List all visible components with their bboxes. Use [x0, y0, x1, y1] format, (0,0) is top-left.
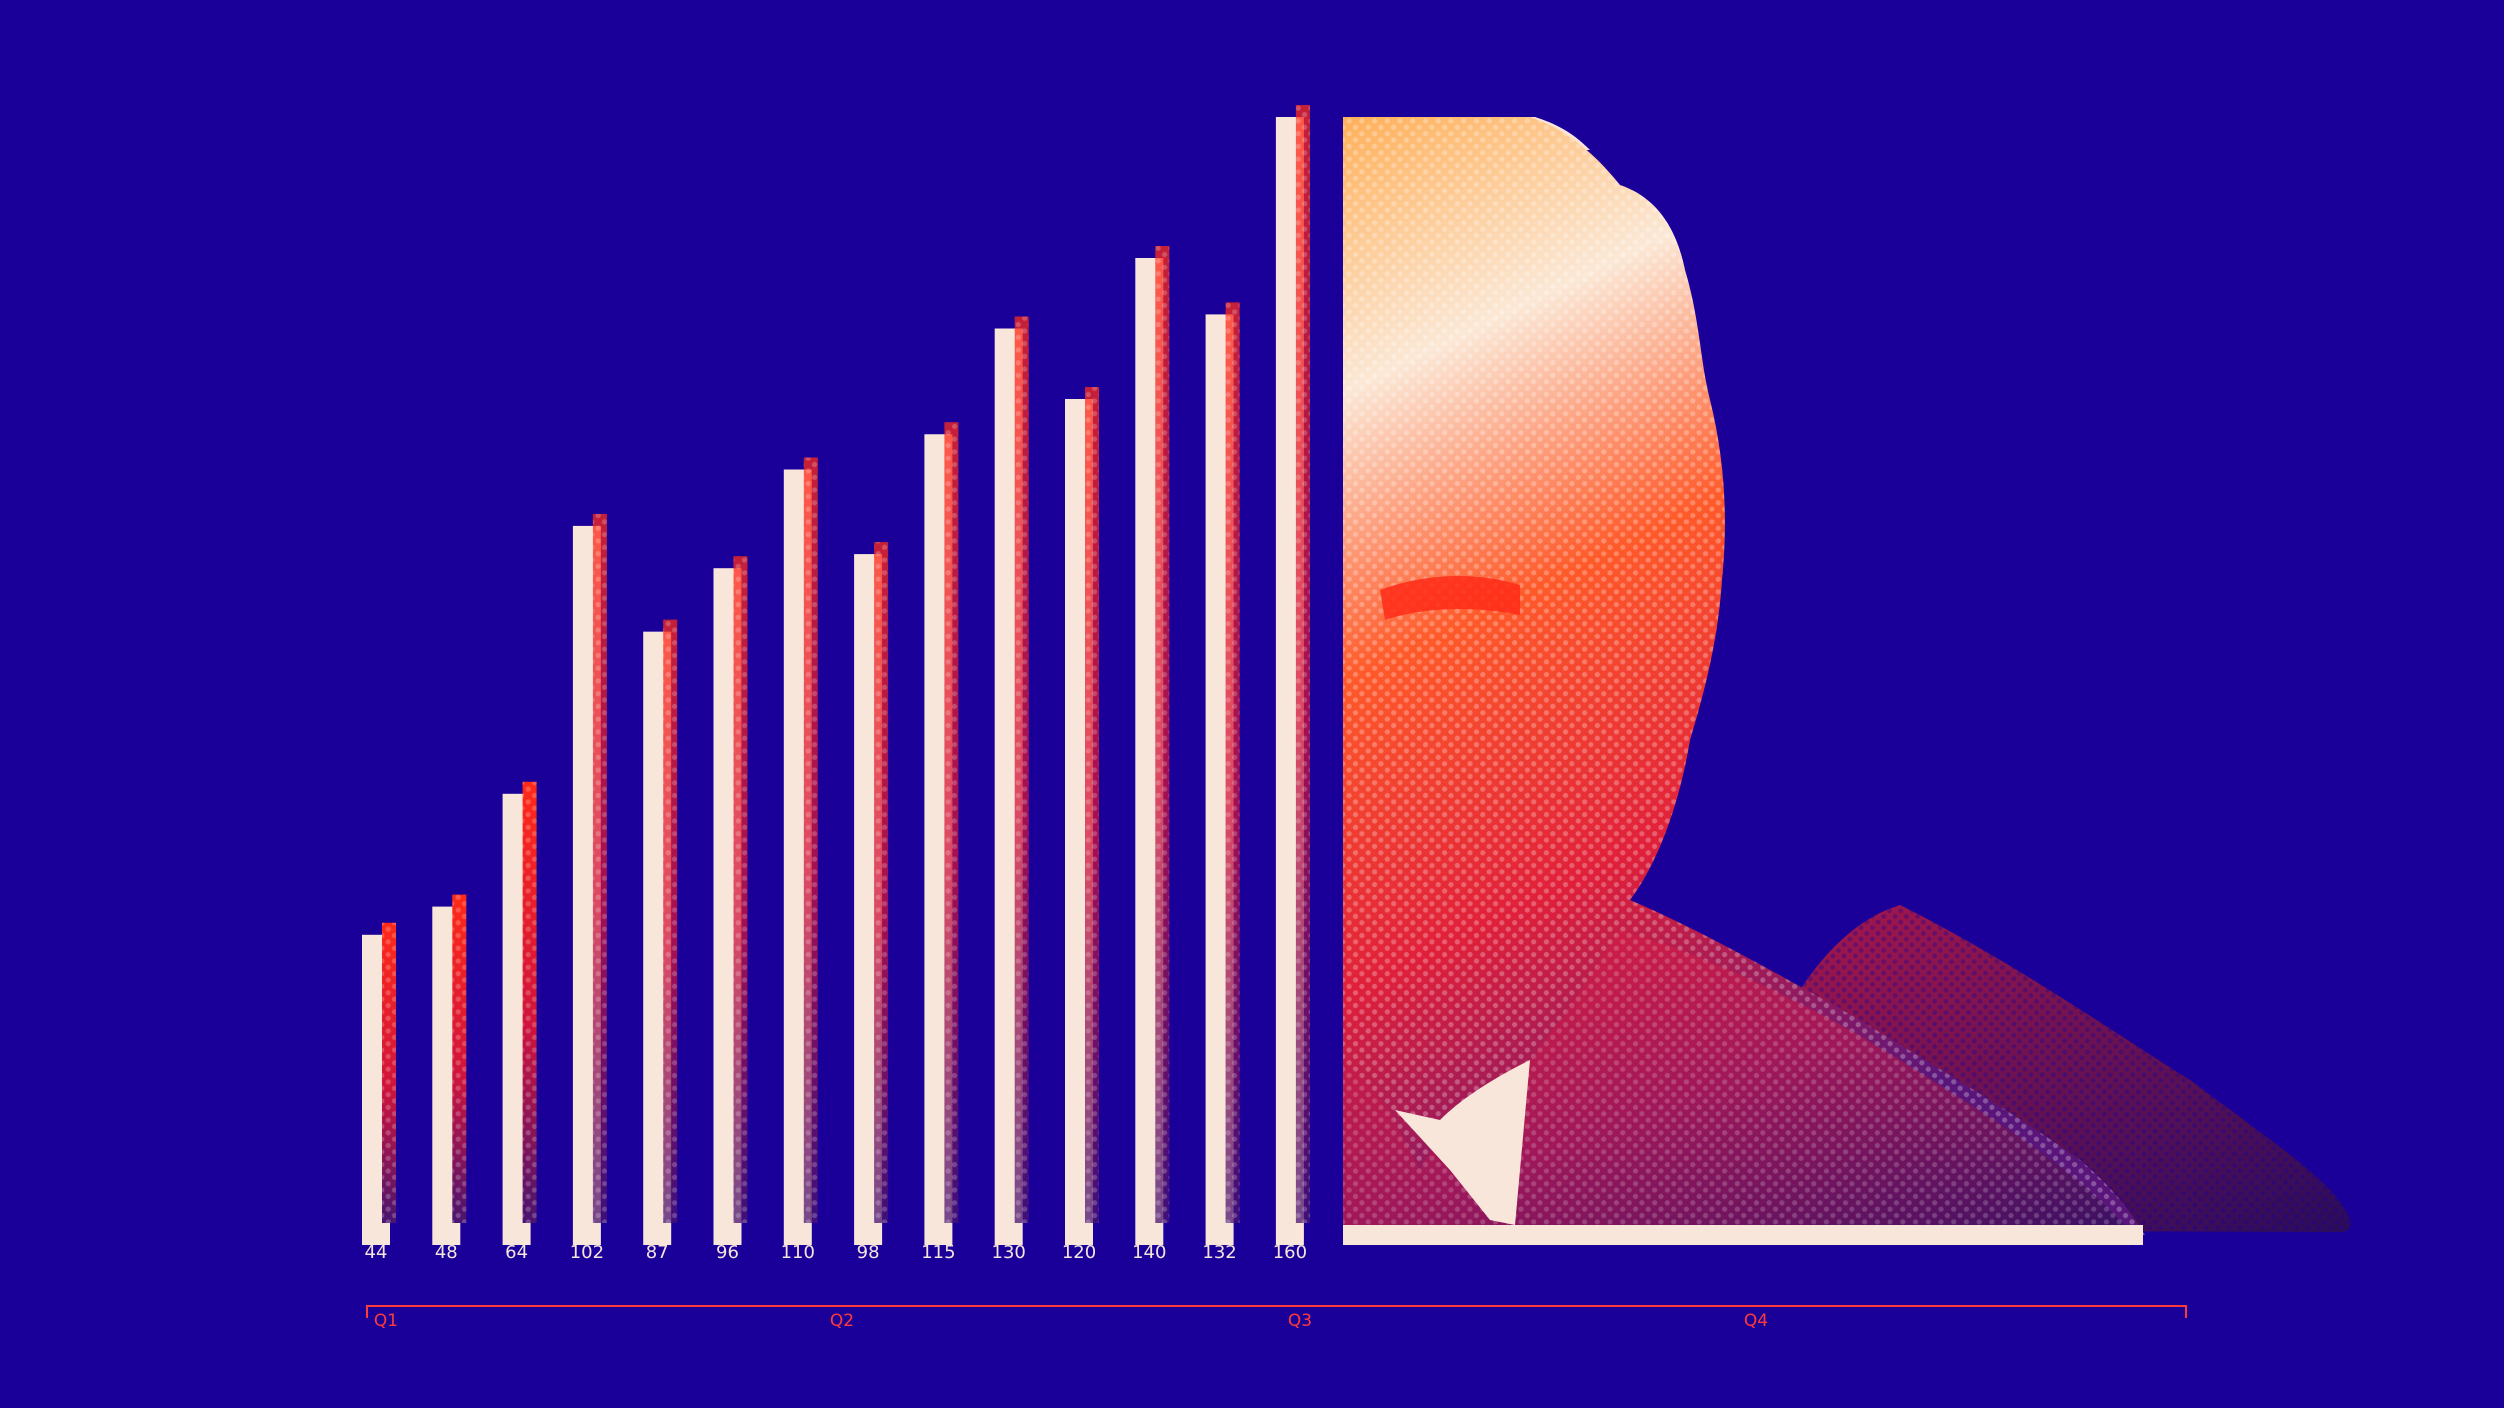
x-tick-label: 44 — [365, 1242, 388, 1263]
quarter-labels: Q1 Q2 Q3 Q4 — [374, 1311, 1768, 1331]
x-tick-label: 98 — [857, 1242, 880, 1263]
bar-halftone-98 — [874, 542, 889, 1223]
portrait-eye-band — [1380, 575, 1520, 620]
x-tick-label: 160 — [1273, 1242, 1307, 1263]
portrait-baseline — [1343, 1225, 2143, 1245]
x-tick-label: 96 — [716, 1242, 739, 1263]
x-tick-label: 102 — [570, 1242, 604, 1263]
quarter-label-q1: Q1 — [374, 1311, 398, 1331]
portrait-halftone — [1343, 117, 2145, 1235]
quarter-label-q3: Q3 — [1288, 1311, 1312, 1331]
bar-halftone-87 — [663, 619, 678, 1223]
bar-halftone-120 — [1085, 387, 1099, 1223]
x-tick-label: 87 — [646, 1242, 669, 1263]
x-tick-label: 140 — [1132, 1242, 1166, 1263]
bar-halftone-64 — [522, 781, 537, 1223]
portrait-suit-texture — [1343, 930, 2125, 1225]
x-tick-label: 130 — [992, 1242, 1026, 1263]
bar-halftone-96 — [733, 556, 748, 1223]
x-tick-label: 120 — [1062, 1242, 1096, 1263]
portrait-baseline-tip — [2120, 1225, 2143, 1245]
x-tick-label: 115 — [921, 1242, 955, 1263]
x-tick-labels: 44 48 64 102 87 96 110 98 115 130 120 140 132 160 — [365, 1242, 1308, 1263]
bar-halftone-115 — [944, 422, 959, 1223]
x-tick-label: 48 — [435, 1242, 458, 1263]
x-tick-label: 64 — [505, 1242, 528, 1263]
quarter-bracket-line — [366, 1305, 2187, 1318]
bar-halftone-132 — [1225, 302, 1240, 1223]
quarter-label-q4: Q4 — [1744, 1311, 1768, 1331]
bars-group — [362, 105, 1310, 1245]
bar-halftone-102 — [592, 513, 607, 1223]
bar-halftone-48 — [452, 894, 467, 1223]
quarter-label-q2: Q2 — [830, 1311, 854, 1331]
portrait-collar — [1395, 1060, 1530, 1225]
x-tick-label: 110 — [781, 1242, 815, 1263]
quarter-bracket — [366, 1305, 2187, 1318]
portrait-panel — [1343, 117, 2351, 1245]
bar-halftone-110 — [803, 457, 818, 1223]
x-tick-label: 132 — [1202, 1242, 1236, 1263]
bar-halftone-44 — [382, 922, 396, 1223]
bar-halftone-130 — [1014, 316, 1029, 1223]
bar-halftone-140 — [1155, 246, 1170, 1223]
bar-halftone-160 — [1295, 105, 1310, 1223]
